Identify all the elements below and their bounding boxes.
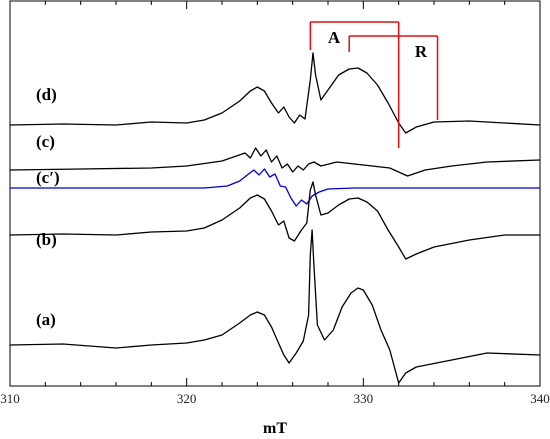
spectrum-trace xyxy=(9,229,541,384)
spectrum-trace xyxy=(9,181,540,260)
trace-label: (a) xyxy=(36,310,56,329)
spectrum-trace xyxy=(10,168,540,207)
x-tick-label: 320 xyxy=(177,391,197,406)
spectrum-trace xyxy=(9,147,541,177)
x-tick-label: 330 xyxy=(354,391,374,406)
spectrum-traces xyxy=(9,52,541,384)
trace-label: (d) xyxy=(36,85,57,104)
plot-frame xyxy=(9,0,541,387)
x-axis-title: mT xyxy=(263,420,287,437)
trace-label: (c′) xyxy=(36,168,60,187)
x-axis-ticks: 310 320 330 340 xyxy=(0,1,550,406)
trace-labels: (d) (c) (c′) (b) (a) xyxy=(36,85,60,329)
bracket-label: A xyxy=(328,28,341,47)
trace-label: (c) xyxy=(36,132,55,151)
hyperfine-brackets: AR xyxy=(309,21,439,148)
x-tick-label: 340 xyxy=(530,391,550,406)
x-tick-label: 310 xyxy=(0,391,20,406)
bracket-label: R xyxy=(415,42,428,61)
spectrum-trace xyxy=(9,52,541,134)
trace-label: (b) xyxy=(36,230,57,249)
